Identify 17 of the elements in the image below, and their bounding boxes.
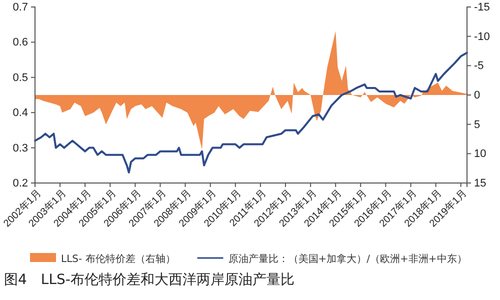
y-tick-label: 0.2 — [12, 178, 28, 190]
text: 图4 LLS-布伦特价差和大西洋两岸原油产量比 — [4, 272, 294, 288]
legend-label: LLS- 布伦特价差（右轴） — [61, 253, 176, 265]
line-series — [34, 52, 468, 174]
y-tick-label: 0.5 — [12, 72, 28, 84]
y2-tick-label: 15 — [474, 178, 486, 190]
y-tick-label: 0.7 — [12, 2, 28, 14]
y2-tick-label: -5 — [474, 60, 484, 72]
y2-tick-label: -15 — [474, 2, 490, 14]
y-tick-label: 0.4 — [12, 107, 28, 120]
y2-tick-label: 10 — [474, 148, 486, 160]
y2-tick-label: 5 — [474, 118, 480, 131]
legend-label: 原油产量比：（美国+加拿大）/（欧洲+非洲+中东） — [228, 253, 467, 265]
y-tick-label: 0.3 — [12, 142, 28, 154]
y2-tick-label: 0 — [474, 90, 480, 102]
y2-tick-label: -10 — [474, 30, 490, 43]
y-tick-label: 0.6 — [12, 36, 28, 49]
